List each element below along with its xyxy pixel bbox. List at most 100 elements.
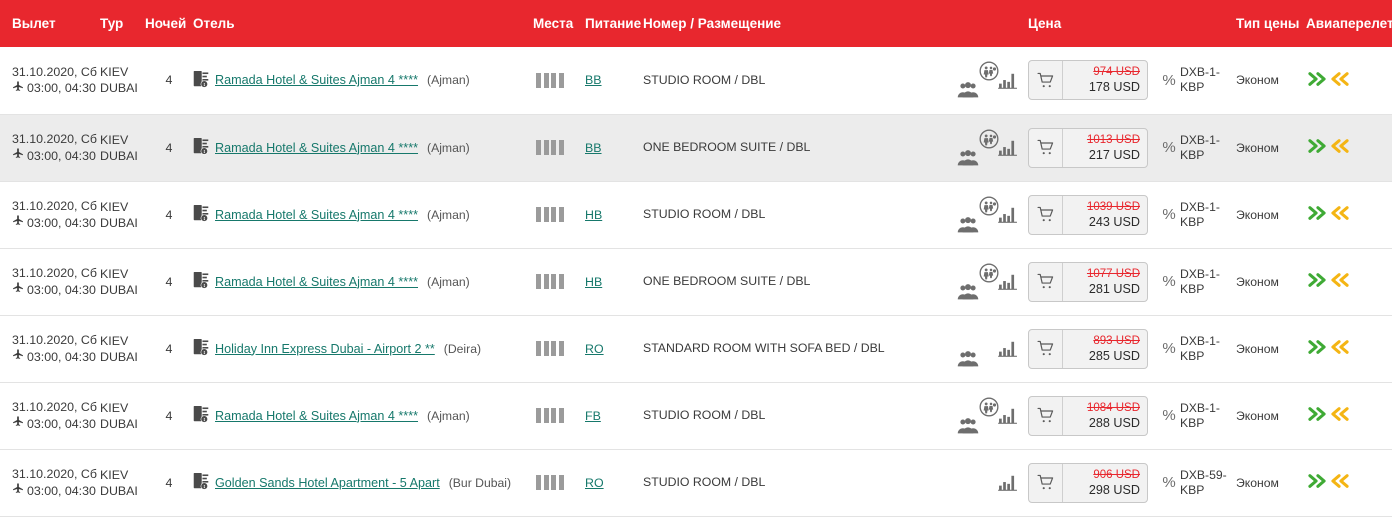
book-price-button[interactable]: 1013 USD 217 USD <box>1028 127 1148 168</box>
price-chart-icon[interactable] <box>998 474 1028 491</box>
tour-origin: KIEV <box>100 199 129 214</box>
hotel-name-link[interactable]: Golden Sands Hotel Apartment - 5 Apart <box>215 475 440 490</box>
cart-icon[interactable] <box>1029 195 1063 234</box>
cell-price-type: Эконом <box>1236 248 1306 315</box>
table-row[interactable]: 31.10.2020, Сб 03:00, 04:30 KIEV DUBAI 4… <box>0 114 1392 181</box>
book-price-button[interactable]: 1077 USD 281 USD <box>1028 261 1148 302</box>
book-price-button[interactable]: 906 USD 298 USD <box>1028 462 1148 503</box>
hotel-info-document-icon[interactable] <box>193 405 209 426</box>
hotel-name-link[interactable]: Ramada Hotel & Suites Ajman 4 **** <box>215 408 419 423</box>
price-chart-icon[interactable] <box>998 407 1028 424</box>
price-chart-icon[interactable] <box>998 273 1028 290</box>
column-header-places[interactable]: Места <box>533 16 574 31</box>
chevrons-right-icon[interactable] <box>1306 138 1328 157</box>
column-header-nights[interactable]: Ночей <box>145 16 187 31</box>
column-header-depart[interactable]: Вылет <box>12 16 56 31</box>
hotel-name-link[interactable]: Ramada Hotel & Suites Ajman 4 **** <box>215 140 419 155</box>
meal-plan-link[interactable]: BB <box>585 140 602 155</box>
meal-plan-link[interactable]: RO <box>585 341 604 356</box>
percent-icon[interactable]: % <box>1162 407 1176 424</box>
percent-icon[interactable]: % <box>1162 139 1176 156</box>
price-chart-icon[interactable] <box>998 72 1028 89</box>
percent-icon[interactable]: % <box>1162 273 1176 290</box>
percent-icon[interactable]: % <box>1162 206 1176 223</box>
percent-icon[interactable]: % <box>1162 340 1176 357</box>
chevrons-left-icon[interactable] <box>1329 71 1351 90</box>
meal-plan-link[interactable]: FB <box>585 408 601 423</box>
plane-icon <box>12 281 24 298</box>
chevrons-left-icon[interactable] <box>1329 138 1351 157</box>
chevrons-right-icon[interactable] <box>1306 406 1328 425</box>
cell-discount-percent[interactable]: % <box>1158 114 1180 181</box>
book-price-button[interactable]: 1039 USD 243 USD <box>1028 194 1148 235</box>
cart-icon[interactable] <box>1029 262 1063 301</box>
price-chart-icon[interactable] <box>998 340 1028 357</box>
column-header-price-type[interactable]: Тип цены <box>1236 16 1300 31</box>
chevrons-left-icon[interactable] <box>1329 339 1351 358</box>
cart-icon[interactable] <box>1029 329 1063 368</box>
hotel-info-document-icon[interactable] <box>193 70 209 91</box>
chevrons-right-icon[interactable] <box>1306 473 1328 492</box>
hotel-info-document-icon[interactable] <box>193 338 209 359</box>
column-header-flight[interactable]: Авиаперелет <box>1306 16 1392 31</box>
book-price-button[interactable]: 1084 USD 288 USD <box>1028 395 1148 436</box>
cell-nights: 4 <box>145 114 193 181</box>
percent-icon[interactable]: % <box>1162 474 1176 491</box>
cell-discount-percent[interactable]: % <box>1158 449 1180 516</box>
meal-plan-link[interactable]: RO <box>585 475 604 490</box>
cell-tour: KIEV DUBAI <box>100 181 145 248</box>
chevrons-right-icon[interactable] <box>1306 339 1328 358</box>
meal-plan-link[interactable]: BB <box>585 73 602 88</box>
table-row[interactable]: 31.10.2020, Сб 03:00, 04:30 KIEV DUBAI 4… <box>0 315 1392 382</box>
cell-discount-percent[interactable]: % <box>1158 315 1180 382</box>
column-header-tour[interactable]: Тур <box>100 16 124 31</box>
cell-departure: 31.10.2020, Сб 03:00, 04:30 <box>0 47 100 114</box>
percent-icon[interactable]: % <box>1162 71 1176 89</box>
cell-flight-code: DXB-1-KBP <box>1180 315 1236 382</box>
cell-discount-percent[interactable]: % <box>1158 382 1180 449</box>
meal-plan-link[interactable]: HB <box>585 274 603 289</box>
table-row[interactable]: 31.10.2020, Сб 03:00, 04:30 KIEV DUBAI 4… <box>0 248 1392 315</box>
column-header-room[interactable]: Номер / Размещение <box>643 16 782 31</box>
chevrons-right-icon[interactable] <box>1306 272 1328 291</box>
chevrons-left-icon[interactable] <box>1329 473 1351 492</box>
cart-icon[interactable] <box>1029 128 1063 167</box>
cell-places <box>533 181 585 248</box>
cell-discount-percent[interactable]: % <box>1158 181 1180 248</box>
column-header-meal[interactable]: Питание <box>585 16 642 31</box>
hotel-name-link[interactable]: Ramada Hotel & Suites Ajman 4 **** <box>215 73 419 88</box>
room-description: ONE BEDROOM SUITE / DBL <box>643 274 811 288</box>
price-chart-icon[interactable] <box>998 206 1028 223</box>
cart-icon[interactable] <box>1029 463 1063 502</box>
table-row[interactable]: 31.10.2020, Сб 03:00, 04:30 KIEV DUBAI 4… <box>0 449 1392 516</box>
book-price-button[interactable]: 893 USD 285 USD <box>1028 328 1148 369</box>
chevrons-right-icon[interactable] <box>1306 71 1328 90</box>
meal-plan-link[interactable]: HB <box>585 207 603 222</box>
cart-icon[interactable] <box>1029 396 1063 435</box>
chevrons-left-icon[interactable] <box>1329 272 1351 291</box>
hotel-name-link[interactable]: Holiday Inn Express Dubai - Airport 2 ** <box>215 341 435 356</box>
column-header-hotel[interactable]: Отель <box>193 16 235 31</box>
departure-date: 31.10.2020, Сб <box>12 132 97 146</box>
cell-discount-percent[interactable]: % <box>1158 47 1180 114</box>
hotel-info-document-icon[interactable] <box>193 204 209 225</box>
hotel-name-link[interactable]: Ramada Hotel & Suites Ajman 4 **** <box>215 274 419 289</box>
hotel-info-document-icon[interactable] <box>193 472 209 493</box>
cart-icon[interactable] <box>1029 61 1063 100</box>
cell-occupancy-icons <box>943 315 998 382</box>
chevrons-right-icon[interactable] <box>1306 205 1328 224</box>
price-chart-icon[interactable] <box>998 139 1028 156</box>
book-price-button[interactable]: 974 USD 178 USD <box>1028 60 1148 101</box>
hotel-info-document-icon[interactable] <box>193 271 209 292</box>
hotel-name-link[interactable]: Ramada Hotel & Suites Ajman 4 **** <box>215 207 419 222</box>
chevrons-left-icon[interactable] <box>1329 406 1351 425</box>
table-row[interactable]: 31.10.2020, Сб 03:00, 04:30 KIEV DUBAI 4… <box>0 181 1392 248</box>
column-header-price[interactable]: Цена <box>1028 16 1062 31</box>
cell-discount-percent[interactable]: % <box>1158 248 1180 315</box>
hotel-info-document-icon[interactable] <box>193 137 209 158</box>
cell-places <box>533 449 585 516</box>
table-row[interactable]: 31.10.2020, Сб 03:00, 04:30 KIEV DUBAI 4… <box>0 47 1392 114</box>
chevrons-left-icon[interactable] <box>1329 205 1351 224</box>
table-row[interactable]: 31.10.2020, Сб 03:00, 04:30 KIEV DUBAI 4… <box>0 382 1392 449</box>
cell-room: STUDIO ROOM / DBL <box>643 382 943 449</box>
